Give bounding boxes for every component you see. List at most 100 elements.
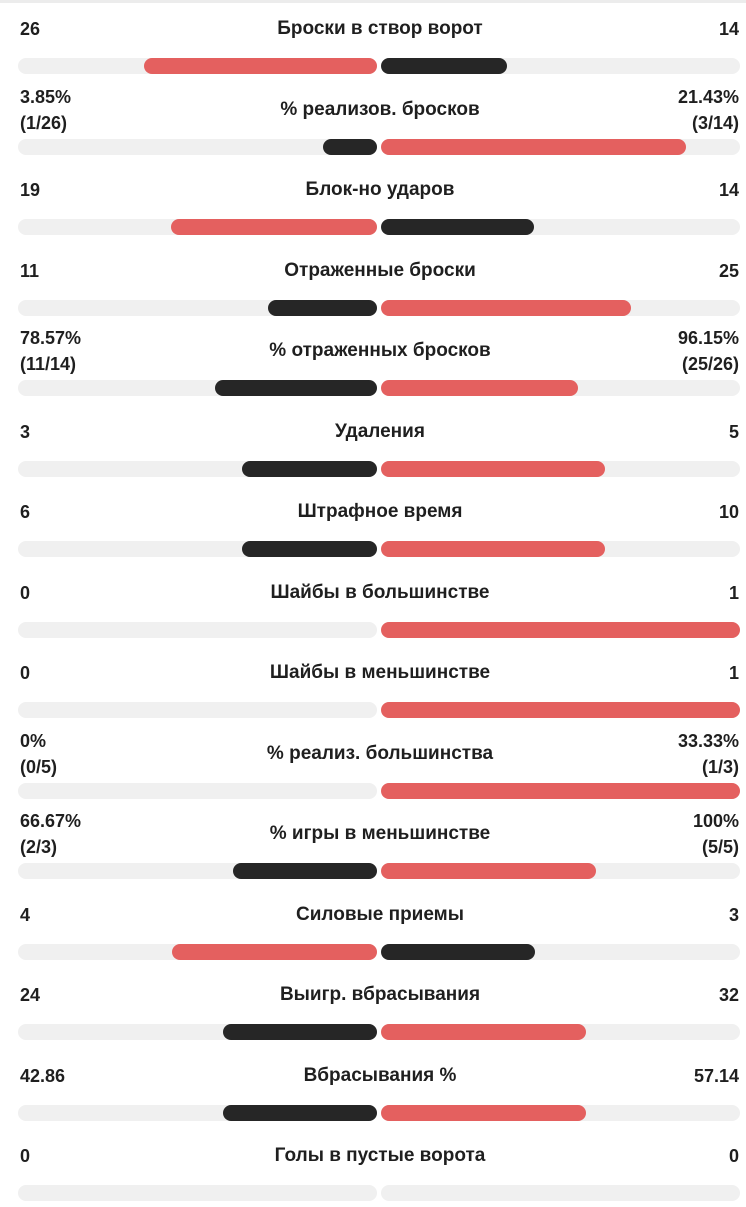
home-value: 3 bbox=[20, 403, 30, 461]
stat-row: 0 Шайбы в большинстве 1 bbox=[0, 564, 746, 644]
home-bar-fill bbox=[144, 58, 377, 74]
away-bar-fill bbox=[381, 863, 596, 879]
stat-label: Шайбы в меньшинстве bbox=[269, 662, 491, 683]
away-value-detail: (1/3) bbox=[701, 756, 739, 777]
home-bar-track bbox=[18, 621, 377, 638]
home-bar-track bbox=[18, 1185, 377, 1201]
stat-row: 42.86 Вбрасывания % 57.14 bbox=[0, 1047, 746, 1127]
stat-label: Шайбы в большинстве bbox=[270, 581, 490, 603]
stat-label: Голы в пустые ворота bbox=[274, 1145, 486, 1166]
home-value-main: 4 bbox=[20, 904, 31, 925]
home-value-detail: (11/14) bbox=[20, 354, 77, 374]
away-value-main: 32 bbox=[718, 985, 739, 1005]
home-value: 0 bbox=[20, 1127, 30, 1185]
stat-row: 4 Силовые приемы 3 bbox=[0, 886, 746, 966]
away-value: 5 bbox=[729, 403, 739, 461]
home-value: 26 bbox=[20, 0, 40, 58]
away-value: 33.33% (1/3) bbox=[678, 725, 739, 783]
home-value-main: 78.57% bbox=[20, 328, 82, 348]
stat-label: % игры в меньшинстве bbox=[269, 823, 491, 844]
stat-row: 0% (0/5) % реализ. большинства 33.33% (1/3) bbox=[0, 725, 746, 805]
home-value-main: 24 bbox=[20, 985, 41, 1005]
away-value-main: 100% bbox=[692, 811, 739, 831]
home-bar-track bbox=[18, 702, 377, 718]
stat-label: Удаления bbox=[335, 420, 425, 442]
away-value-main: 33.33% bbox=[677, 730, 739, 751]
away-bar-fill bbox=[381, 380, 578, 396]
comparison-bar bbox=[18, 1024, 740, 1040]
away-value-main: 5 bbox=[728, 421, 739, 442]
home-bar-fill bbox=[215, 380, 377, 396]
away-bar-fill bbox=[381, 702, 740, 718]
home-bar-fill bbox=[242, 541, 377, 557]
away-value-main: 14 bbox=[718, 19, 739, 39]
comparison-bar bbox=[18, 299, 740, 316]
home-value-main: 0 bbox=[20, 582, 31, 603]
home-value-main: 26 bbox=[20, 19, 41, 39]
stat-row: 26 Броски в створ ворот 14 bbox=[0, 0, 746, 80]
home-value-main: 6 bbox=[20, 502, 31, 522]
home-value: 78.57% (11/14) bbox=[20, 322, 81, 380]
home-value-main: 0 bbox=[20, 1146, 31, 1166]
comparison-bar bbox=[18, 1185, 740, 1201]
away-value: 96.15% (25/26) bbox=[678, 322, 739, 380]
away-value-detail: (25/26) bbox=[681, 354, 739, 374]
away-value: 57.14 bbox=[694, 1047, 739, 1105]
stat-row: 24 Выигр. вбрасывания 32 bbox=[0, 966, 746, 1046]
stat-row: 0 Шайбы в меньшинстве 1 bbox=[0, 644, 746, 724]
comparison-bar bbox=[18, 460, 740, 477]
home-value: 66.67% (2/3) bbox=[20, 805, 81, 863]
away-bar-fill bbox=[381, 138, 686, 155]
home-value: 19 bbox=[20, 161, 40, 219]
home-value: 3.85% (1/26) bbox=[20, 81, 71, 139]
home-bar-fill bbox=[233, 863, 377, 879]
stat-label: Отраженные броски bbox=[284, 259, 476, 281]
home-bar-fill bbox=[171, 219, 377, 235]
away-value-main: 1 bbox=[728, 663, 739, 683]
stat-row: 6 Штрафное время 10 bbox=[0, 483, 746, 563]
stat-label: % реализов. бросков bbox=[280, 98, 480, 120]
away-value-main: 57.14 bbox=[693, 1065, 739, 1086]
top-divider bbox=[0, 0, 746, 3]
away-value: 32 bbox=[719, 966, 739, 1024]
home-bar-fill bbox=[268, 299, 377, 316]
home-value-main: 3 bbox=[20, 421, 31, 442]
home-value: 0 bbox=[20, 644, 30, 702]
home-value-main: 19 bbox=[20, 180, 41, 200]
comparison-bar bbox=[18, 702, 740, 718]
comparison-bar bbox=[18, 621, 740, 638]
home-value-detail: (2/3) bbox=[20, 837, 58, 857]
stat-label: Броски в створ ворот bbox=[277, 18, 483, 39]
away-value: 3 bbox=[729, 886, 739, 944]
comparison-bar bbox=[18, 863, 740, 879]
away-value-main: 96.15% bbox=[677, 328, 739, 348]
away-value: 14 bbox=[719, 161, 739, 219]
away-value-main: 0 bbox=[728, 1146, 739, 1166]
away-bar-fill bbox=[381, 460, 605, 477]
away-value: 14 bbox=[719, 0, 739, 58]
comparison-bar bbox=[18, 1104, 740, 1121]
home-bar-fill bbox=[323, 138, 377, 155]
stat-label: % реализ. большинства bbox=[266, 742, 494, 764]
away-value: 10 bbox=[719, 483, 739, 541]
stat-row: 19 Блок-но ударов 14 bbox=[0, 161, 746, 241]
away-value-main: 3 bbox=[728, 904, 739, 925]
home-value: 0% (0/5) bbox=[20, 725, 57, 783]
comparison-bar bbox=[18, 380, 740, 396]
away-value: 21.43% (3/14) bbox=[678, 81, 739, 139]
away-value-main: 21.43% bbox=[677, 86, 739, 107]
away-value-detail: (5/5) bbox=[701, 837, 739, 857]
stat-row: 0 Голы в пустые ворота 0 bbox=[0, 1127, 746, 1207]
home-value-main: 66.67% bbox=[20, 811, 82, 831]
stat-label: Выигр. вбрасывания bbox=[279, 984, 481, 1005]
away-value-main: 14 bbox=[718, 180, 739, 200]
away-value-detail: (3/14) bbox=[691, 112, 739, 133]
away-value: 1 bbox=[729, 564, 739, 622]
comparison-bar bbox=[18, 943, 740, 960]
home-value: 6 bbox=[20, 483, 30, 541]
home-bar-fill bbox=[223, 1104, 377, 1121]
home-value: 42.86 bbox=[20, 1047, 65, 1105]
home-value-detail: (1/26) bbox=[20, 112, 68, 133]
home-bar-track bbox=[18, 138, 377, 155]
home-bar-fill bbox=[242, 460, 377, 477]
